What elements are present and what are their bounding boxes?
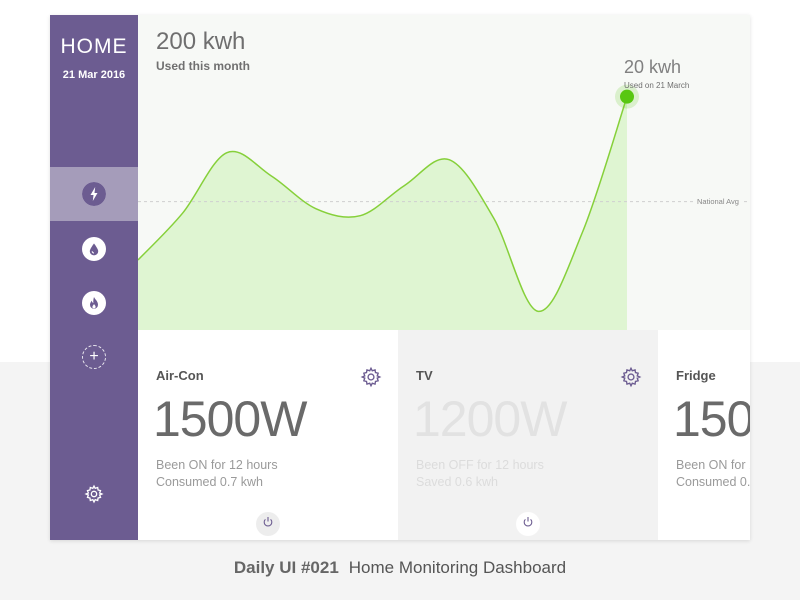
device-card-fridge[interactable]: Fridge 1500W Been ON for 12 hours Consum… [658,330,750,540]
device-name: Fridge [676,368,716,383]
usage-area-chart [138,84,750,330]
national-avg-label: National Avg [694,195,742,207]
device-power-value: 1200W [413,391,567,447]
device-card-tv[interactable]: TV 1200W Been OFF for 12 hours Saved 0.6… [398,330,658,540]
gear-icon [84,484,104,509]
today-usage-value: 20 kwh [624,57,682,77]
device-power-value: 1500W [153,391,307,447]
usage-area-fill [138,96,627,330]
sidebar-item-water[interactable] [50,222,138,276]
device-status-text: Been OFF for 12 hours [416,458,544,472]
gear-icon [360,366,382,392]
caption-title: Daily UI #021 [233,558,339,577]
device-card-aircon[interactable]: Air-Con 1500W Been ON for 12 hours Consu… [138,330,398,540]
energy-chart: 200 kwh Used this month 20 kwh Used on 2… [138,15,750,330]
monthly-usage-value: 200 kwh [156,28,246,55]
caption-subtitle: Home Monitoring Dashboard [348,558,567,577]
power-toggle-button[interactable] [256,512,280,536]
current-date: 21 Mar 2016 [62,69,126,81]
device-status-text: Been ON for 12 hours [156,458,278,472]
gas-flame-icon [82,291,106,315]
device-consumption-text: Saved 0.6 kwh [416,475,498,489]
device-consumption-text: Consumed 0.7 kwh [156,475,264,489]
shot-caption: Daily UI #021 Home Monitoring Dashboard [0,558,800,578]
today-usage-label: Used on 21 March [624,81,690,90]
settings-button[interactable] [50,469,138,523]
add-icon: + [82,345,106,369]
device-settings-button[interactable] [360,366,382,388]
water-drop-icon [82,237,106,261]
sidebar-item-add[interactable]: + [50,330,138,384]
usage-line [138,96,628,313]
monthly-usage-label: Used this month [156,59,251,73]
device-consumption-text: Consumed 0.7 kwh [676,475,750,489]
dashboard-window: HOME 21 Mar 2016 [50,15,750,540]
power-icon [522,515,534,533]
power-toggle-button[interactable] [516,512,540,536]
device-settings-button[interactable] [620,366,642,388]
device-status-text: Been ON for 12 hours [676,458,750,472]
sidebar: HOME 21 Mar 2016 [50,15,138,540]
device-cards: Air-Con 1500W Been ON for 12 hours Consu… [138,330,750,540]
sidebar-item-gas[interactable] [50,276,138,330]
device-name: Air-Con [156,368,204,383]
electricity-icon [82,182,106,206]
device-power-value: 1500W [673,391,750,447]
gear-icon [620,366,642,392]
sidebar-item-electricity[interactable] [50,167,138,221]
highlight-point[interactable] [620,89,634,104]
home-title: HOME [60,35,128,58]
power-icon [262,515,274,533]
device-name: TV [416,368,433,383]
